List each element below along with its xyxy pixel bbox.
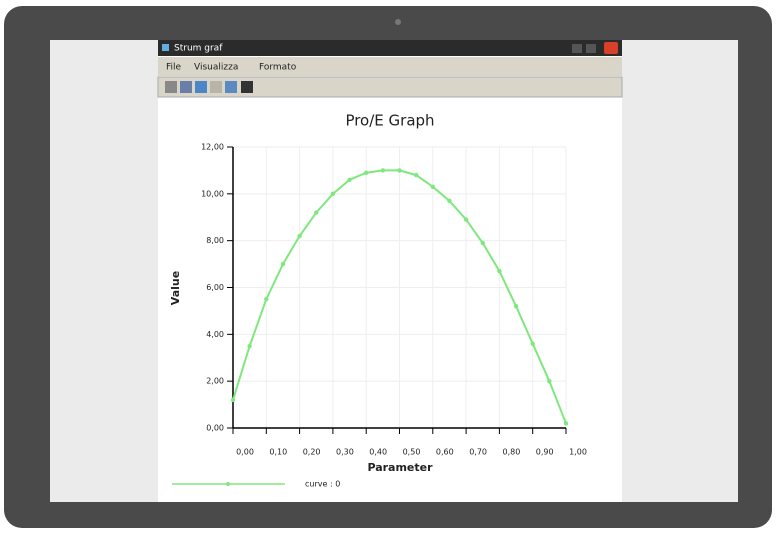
window — [158, 40, 622, 502]
y-tick-label: 10,00 — [201, 189, 224, 198]
minimize-button[interactable] — [572, 44, 582, 53]
window-icon — [162, 44, 169, 51]
data-point — [414, 173, 418, 177]
print-button[interactable] — [165, 81, 177, 93]
y-tick-label: 8,00 — [206, 236, 224, 245]
data-point — [497, 269, 501, 273]
close-button[interactable] — [604, 42, 618, 54]
x-axis-label: Parameter — [367, 461, 433, 474]
data-point — [381, 168, 385, 172]
data-point — [431, 185, 435, 189]
data-point — [281, 262, 285, 266]
data-point — [247, 344, 251, 348]
title-bar — [158, 40, 622, 56]
window-title: Strum graf — [174, 44, 223, 54]
data-point — [264, 297, 268, 301]
maximize-button[interactable] — [586, 44, 596, 53]
x-tick-label: 0,70 — [469, 448, 487, 457]
data-point — [397, 168, 401, 172]
data-point — [314, 210, 318, 214]
x-tick-label: 0,30 — [336, 448, 354, 457]
x-tick-label: 0,50 — [403, 448, 421, 457]
zoom-button[interactable] — [210, 81, 222, 93]
x-tick-label: 0,20 — [303, 448, 321, 457]
legend-marker — [226, 482, 230, 486]
save-button[interactable] — [195, 81, 207, 93]
menu-item[interactable]: File — [166, 63, 182, 73]
data-point — [514, 304, 518, 308]
x-tick-label: 0,40 — [369, 448, 387, 457]
data-point — [364, 171, 368, 175]
data-point — [481, 241, 485, 245]
data-point — [347, 178, 351, 182]
y-tick-label: 2,00 — [206, 377, 224, 386]
toolbar-button[interactable] — [225, 81, 237, 93]
data-point — [564, 421, 568, 425]
x-tick-label: 0,80 — [502, 448, 520, 457]
menu-item[interactable]: Formato — [259, 63, 297, 73]
data-point — [231, 398, 235, 402]
y-tick-label: 12,00 — [201, 143, 224, 152]
x-tick-label: 0,60 — [436, 448, 454, 457]
data-point — [297, 234, 301, 238]
y-axis-label: Value — [169, 271, 182, 305]
x-tick-label: 0,00 — [236, 448, 254, 457]
y-tick-label: 4,00 — [206, 330, 224, 339]
x-tick-label: 0,90 — [536, 448, 554, 457]
x-tick-label: 1,00 — [569, 448, 587, 457]
data-point — [531, 342, 535, 346]
data-point — [447, 199, 451, 203]
data-point — [547, 379, 551, 383]
toolbar-button[interactable] — [241, 81, 253, 93]
screenshot: Strum graf File Visualizza Formato Pro/E… — [0, 0, 776, 532]
toolbar-button[interactable] — [180, 81, 192, 93]
chart-title: Pro/E Graph — [345, 112, 434, 130]
y-tick-label: 0,00 — [206, 424, 224, 433]
y-tick-label: 6,00 — [206, 283, 224, 292]
data-point — [464, 217, 468, 221]
x-tick-label: 0,10 — [269, 448, 287, 457]
camera — [395, 19, 401, 25]
menu-item[interactable]: Visualizza — [194, 63, 238, 73]
data-point — [331, 192, 335, 196]
legend-label: curve : 0 — [305, 480, 340, 489]
